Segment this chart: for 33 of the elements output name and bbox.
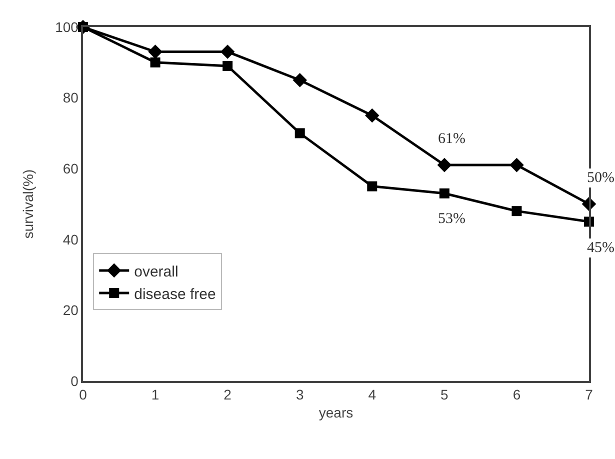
point xyxy=(364,108,380,123)
x-axis-title: years xyxy=(318,404,354,420)
x-tick-label: 5 xyxy=(440,386,449,403)
y-tick-label: 0 xyxy=(70,372,79,389)
x-tick-label: 6 xyxy=(512,386,521,403)
x-tick-label: 7 xyxy=(585,386,594,403)
point xyxy=(512,206,522,216)
point xyxy=(437,158,452,172)
point xyxy=(222,60,233,71)
point xyxy=(367,181,378,192)
y-tick-label: 60 xyxy=(62,160,79,176)
x-tick-label: 2 xyxy=(224,386,232,403)
point xyxy=(150,57,160,68)
point xyxy=(439,188,450,198)
point xyxy=(220,44,235,59)
y-tick-label: 40 xyxy=(62,231,79,248)
y-tick-label: 80 xyxy=(62,90,79,106)
y-tick-label: 20 xyxy=(62,302,79,318)
point xyxy=(510,158,524,172)
y-axis-title: survival(%) xyxy=(20,169,36,239)
data-label: 53% xyxy=(438,211,466,227)
y-tick-label: 100 xyxy=(55,18,79,35)
point xyxy=(292,72,308,88)
point xyxy=(294,128,305,138)
data-label: 61% xyxy=(438,131,466,147)
x-tick-label: 1 xyxy=(151,386,160,403)
legend-label: disease free xyxy=(134,286,216,303)
x-tick-label: 3 xyxy=(296,386,304,403)
point xyxy=(148,44,162,59)
data-label: 50% xyxy=(587,170,614,186)
x-tick-label: 4 xyxy=(368,386,376,403)
data-label: 45% xyxy=(587,240,614,256)
legend-label: overall xyxy=(134,263,178,280)
